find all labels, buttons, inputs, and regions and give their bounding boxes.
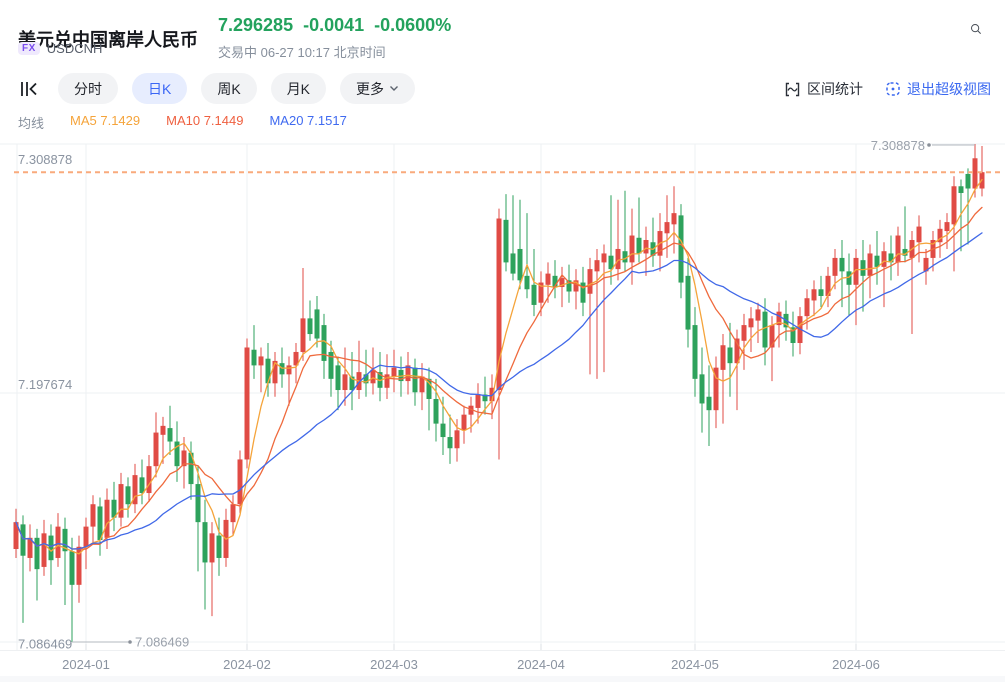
market-type-badge: FX <box>18 42 40 55</box>
svg-text:7.086469: 7.086469 <box>18 637 72 652</box>
tab-monthly-k[interactable]: 月K <box>270 73 327 104</box>
svg-text:7.308878: 7.308878 <box>18 152 72 167</box>
kline-chart[interactable]: 7.308878 7.086469 7.308878 7.197674 7.086469… <box>0 140 1005 682</box>
symbol-row: FX USDCNH <box>18 41 102 56</box>
range-statistics-icon <box>784 81 801 98</box>
ma-legend-item-ma10: MA10 7.1449 <box>166 113 244 128</box>
page-title: 美元兑中国离岸人民币 <box>18 30 198 51</box>
search-icon[interactable] <box>963 16 989 42</box>
chart-toolbar: 分时 日K 周K 月K 更多 <box>18 73 416 104</box>
tab-label: 更多 <box>356 80 385 97</box>
tab-label: 月K <box>286 80 311 97</box>
last-price: 7.296285 <box>218 15 294 35</box>
collapse-panel-icon[interactable] <box>18 78 40 100</box>
chevron-down-icon <box>389 85 399 92</box>
price-change-percent: -0.0600% <box>374 15 452 35</box>
svg-text:7.086469: 7.086469 <box>135 635 189 650</box>
svg-text:2024-05: 2024-05 <box>671 657 719 672</box>
range-statistics-label: 区间统计 <box>807 81 863 97</box>
ma-legend: 均线 MA5 7.1429 MA10 7.1449 MA20 7.1517 <box>18 113 347 132</box>
tab-weekly-k[interactable]: 周K <box>201 73 257 104</box>
tab-label: 周K <box>217 80 241 97</box>
footer-divider <box>0 676 1005 682</box>
ma-legend-item-ma20: MA20 7.1517 <box>269 113 347 128</box>
toolbar-right-actions: 区间统计 退出超级视图 <box>784 79 991 99</box>
svg-text:7.197674: 7.197674 <box>18 377 72 392</box>
svg-text:2024-01: 2024-01 <box>62 657 110 672</box>
range-statistics-button[interactable]: 区间统计 <box>784 79 863 99</box>
svg-text:2024-02: 2024-02 <box>223 657 271 672</box>
tab-daily-k[interactable]: 日K <box>132 73 188 104</box>
svg-text:2024-03: 2024-03 <box>370 657 418 672</box>
tab-label: 分时 <box>74 80 102 97</box>
price-block: 7.296285 -0.0041 -0.0600% <box>218 15 451 36</box>
tab-minute[interactable]: 分时 <box>58 73 118 104</box>
trading-status: 交易中 06-27 10:17 北京时间 <box>218 45 386 60</box>
svg-text:2024-04: 2024-04 <box>517 657 565 672</box>
symbol-code: USDCNH <box>46 41 103 56</box>
svg-text:2024-06: 2024-06 <box>832 657 880 672</box>
ma-legend-item-ma5: MA5 7.1429 <box>70 113 141 128</box>
exit-super-view-label: 退出超级视图 <box>907 81 991 97</box>
svg-text:7.308878: 7.308878 <box>871 140 925 153</box>
exit-super-view-icon <box>885 81 901 97</box>
tab-more[interactable]: 更多 <box>340 73 416 104</box>
exit-super-view-button[interactable]: 退出超级视图 <box>885 79 991 99</box>
tab-label: 日K <box>148 80 172 97</box>
tab-group: 分时 日K 周K 月K 更多 <box>58 73 416 104</box>
price-change: -0.0041 <box>303 15 365 35</box>
ma-legend-title: 均线 <box>18 116 45 131</box>
